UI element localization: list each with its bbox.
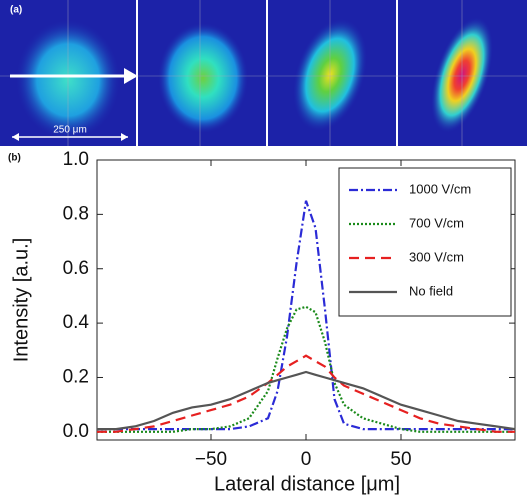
series-line <box>97 200 515 431</box>
series-line <box>97 370 516 431</box>
y-tick-label: 1.0 <box>63 149 89 170</box>
y-tick-label: 0.8 <box>63 203 89 224</box>
legend-label: 700 V/cm <box>409 215 464 230</box>
legend-label: 300 V/cm <box>409 249 464 264</box>
series-line <box>97 305 515 433</box>
panel-label: (b) <box>8 153 21 164</box>
image-panel: 250 μm (a) <box>0 0 527 146</box>
y-tick-label: 0.2 <box>63 366 89 387</box>
panel-label: (a) <box>10 5 22 16</box>
legend-label: 1000 V/cm <box>409 181 471 196</box>
y-tick-label: 0.0 <box>63 421 89 442</box>
scale-bar-label: 250 μm <box>53 125 87 136</box>
x-tick-label: 50 <box>390 449 411 470</box>
series-line <box>97 354 515 433</box>
legend-label: No field <box>409 283 453 298</box>
y-axis-title: Intensity [a.u.] <box>10 238 32 363</box>
x-tick-label: −50 <box>195 449 227 470</box>
y-tick-label: 0.6 <box>63 258 89 279</box>
x-tick-label: 0 <box>301 449 312 470</box>
y-tick-label: 0.4 <box>63 312 90 333</box>
x-axis-title: Lateral distance [μm] <box>214 473 400 495</box>
